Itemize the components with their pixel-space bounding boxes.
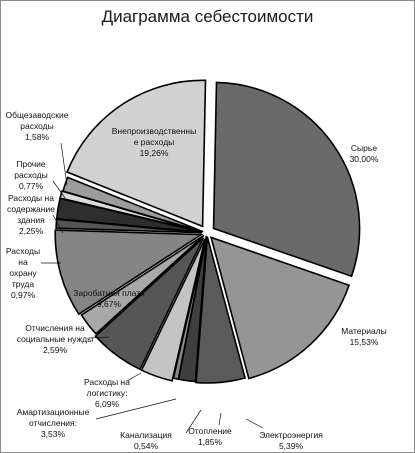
slice-label: Расходы на охрану труда 0,97% [6,246,40,300]
slice-label-line: содержание [7,204,55,214]
pie-slice [195,236,247,384]
slice-label-line: 2,25% [19,226,44,236]
slice-label-line: на [18,257,28,267]
slice-label-line: 19,26% [140,148,169,158]
slice-label-line: 1,58% [25,132,50,142]
slice-label: Амартизационные отчисления: 3,53% [17,407,90,439]
slice-label: Прочие расходы 0,77% [14,159,47,191]
leader-line [52,214,64,234]
pie-slice [94,237,205,371]
slice-label-line: Материалы [341,326,387,336]
leader-line [95,398,177,420]
slice-label-line: 9,67% [97,299,122,309]
slice-label-line: Внепроизводственны [112,126,197,136]
pie-slice [54,229,204,316]
slice-label: Расходы на содержание здания 2,25% [7,193,55,236]
pie-slice [212,81,361,278]
slice-label-line: охрану [9,268,37,278]
pie-slice [61,176,204,233]
slice-label-line: Электроэнергия [259,430,323,440]
slice-label-line: логистику: [87,388,128,398]
slice-label-line: Расходы на [8,193,54,203]
leader-line [126,372,142,382]
slice-label: Канализация 0,54% [120,430,172,451]
slice-label: Электроэнергия 5,39% [259,430,323,451]
slice-label-line: Отопление [188,426,232,436]
slice-label-line: Прочие [16,159,46,169]
slice-label-line: расходы [14,170,47,180]
slice-label: Отчисления на социальные нужды 2,59% [17,323,94,355]
slice-label-line: 3,53% [41,429,66,439]
slice-label: Сырье 30,00% [350,143,379,164]
leader-line [245,418,264,429]
slice-label: Материалы 15,53% [341,326,387,347]
slice-label-line: 5,39% [279,441,304,451]
slice-label-line: 0,77% [19,181,44,191]
slice-label-line: Канализация [120,430,172,440]
slice-label-line: труда [12,279,34,289]
slice-label-line: расходы [20,121,53,131]
slice-label-line: 1,85% [198,437,223,447]
slice-label: Отопление 1,85% [188,426,232,447]
leader-line [52,180,66,199]
chart-title: Диаграмма себестоимости [101,7,314,26]
leader-line [60,142,68,186]
slice-label-line: Общезаводские [6,110,69,120]
slice-label-line: Отчисления на [25,323,85,333]
slice-label-line: 6,09% [95,399,120,409]
slice-label-line: отчисления: [29,418,77,428]
slice-label-line: 0,54% [134,441,159,451]
pie-slice [209,236,351,380]
pie-slice [80,234,205,335]
slice-label-line: Амартизационные [17,407,90,417]
slice-label-line: е расходы [134,137,175,147]
slice-label-line: Заробатная плата [73,288,145,298]
slice-label-line: Сырье [351,143,377,153]
slice-label: Расходы на логистику: 6,09% [84,377,130,409]
slice-label-line: 2,59% [43,345,68,355]
slice-label: Общезаводские расходы 1,58% [6,110,69,142]
slice-label-line: 30,00% [350,154,379,164]
slice-label: Внепроизводственны е расходы 19,26% [112,126,197,158]
pie-slice [66,79,207,228]
slice-label-line: социальные нужды [17,334,94,344]
pie-slice [140,238,206,382]
slice-label: Заробатная плата 9,67% [73,288,145,309]
slice-label-line: Расходы [6,246,40,256]
slice-label-line: здания [17,215,45,225]
leader-line [218,412,222,426]
leader-line [88,336,110,339]
slice-label-line: Расходы на [84,377,130,387]
slice-label-line: 0,97% [11,290,36,300]
leader-line [185,409,202,434]
slice-label-line: 15,53% [350,337,379,347]
